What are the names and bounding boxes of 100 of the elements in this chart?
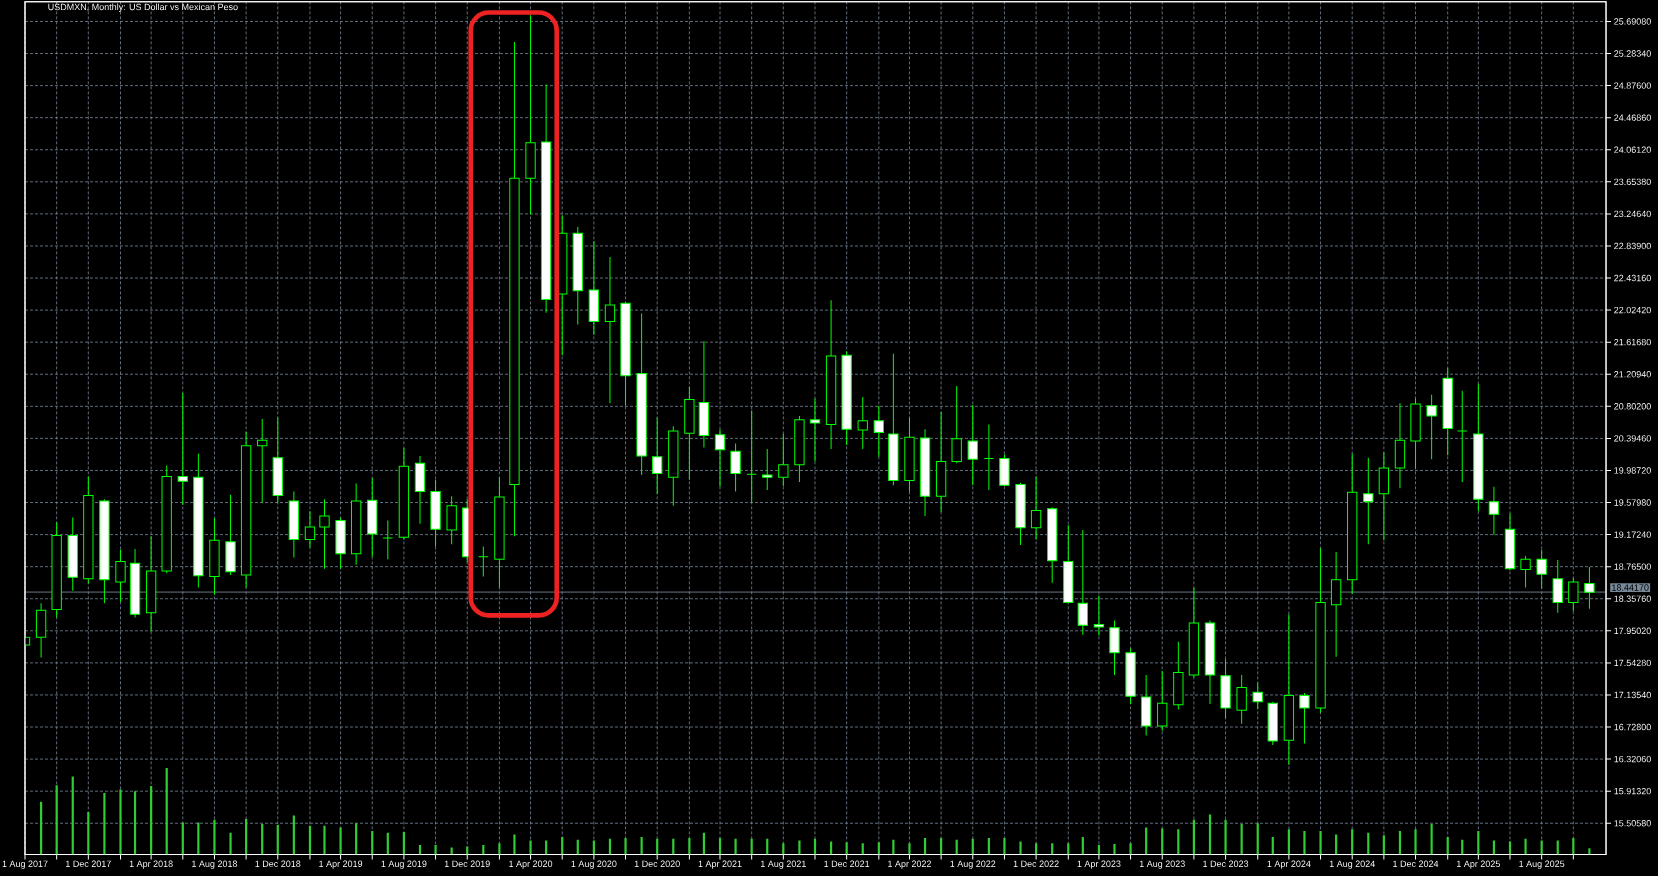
y-tick-label: 23.24640 [1614,210,1651,218]
bar [798,840,801,855]
y-tick-label: 17.54280 [1614,659,1651,667]
x-tick-label: 1 Aug 2021 [761,860,806,869]
x-tick-label: 1 Dec 2019 [444,860,490,867]
y-tick-label: 24.46860 [1614,114,1651,121]
bar [1287,829,1290,855]
x-tick-label: 1 Aug 2023 [1139,860,1185,869]
x-tick-label: 1 Aug 2019 [381,860,427,869]
y-tick-label: 18.35760 [1614,595,1651,602]
x-tick-label: 1 Aug 2018 [192,860,238,869]
candlestick [1252,682,1263,710]
candlestick [257,418,268,504]
candlestick [1426,394,1437,460]
candlestick [714,428,726,488]
x-tick-label: 1 Dec 2017 [66,860,111,867]
candlestick [1488,486,1500,536]
bar [119,789,122,855]
bar [323,825,326,855]
candlestick [177,392,188,506]
y-tick-label: 18.76500 [1614,563,1651,570]
bar [513,834,516,855]
bar [1588,848,1591,855]
bar [402,831,405,855]
bar [1477,831,1480,855]
x-tick-label: 1 Apr 2021 [698,860,742,869]
y-tick-label: 22.43160 [1614,274,1651,282]
bar [1019,841,1022,855]
candlestick [809,398,821,463]
candlestick [778,433,789,487]
y-tick-label: 17.13540 [1614,691,1651,699]
x-tick-label: 1 Aug 2024 [1329,860,1375,869]
candlestick [1584,566,1595,610]
y-tick-label: 22.83900 [1614,242,1651,250]
bar [1161,828,1164,855]
bar [1240,824,1243,855]
candlestick [873,405,885,458]
bar [39,801,43,855]
y-tick-label: 25.28340 [1614,50,1651,57]
bar [450,847,453,855]
x-tick-label: 1 Aug 2022 [950,860,996,869]
candlestick [1457,390,1468,483]
candlestick [1093,594,1105,637]
x-tick-label: 1 Dec 2018 [255,860,301,867]
bar [1319,831,1322,855]
x-tick-label: 1 Apr 2024 [1267,860,1311,869]
bar [1224,819,1227,855]
bar [529,840,532,855]
bar [355,823,358,855]
candlestick [1568,577,1579,612]
bar [1113,844,1116,855]
candlestick [857,396,868,450]
y-tick-label: 24.06120 [1614,146,1651,153]
chart-title: USDMXN, Monthly: US Dollar vs Mexican Peso [48,3,238,12]
y-tick-label: 19.98720 [1614,467,1651,474]
bar [1398,831,1402,855]
x-tick-label: 1 Aug 2025 [1519,860,1565,869]
bar [1129,843,1132,855]
y-tick-label: 24.87600 [1614,82,1651,89]
bar [624,837,627,855]
x-tick-label: 1 Apr 2020 [509,860,553,869]
candlestick [1077,529,1088,636]
bar [339,827,342,855]
bar [371,831,374,855]
y-tick-label: 20.80200 [1614,403,1651,410]
candlestick [951,385,962,464]
bar [498,843,501,855]
x-tick-label: 1 Aug 2020 [571,860,617,869]
x-tick-label: 1 Apr 2025 [1457,860,1500,869]
x-tick-label: 1 Apr 2022 [888,860,932,869]
y-tick-label: 15.91320 [1614,787,1651,795]
y-tick-label: 17.95020 [1614,627,1651,635]
bar [829,841,833,855]
bar [1524,838,1527,855]
candlestick [319,498,330,570]
bar [1303,831,1306,855]
bar [165,767,168,855]
candlestick [1299,692,1310,744]
bar [181,822,184,855]
candlestick [1030,476,1042,541]
bar [213,819,216,855]
ref-line-label: 18.44170 [1612,584,1649,591]
x-tick-label: 1 Dec 2023 [1203,860,1249,867]
candlestick [478,546,489,578]
bar [734,838,737,855]
bar [292,815,295,855]
x-tick-label: 1 Dec 2020 [634,860,680,867]
x-tick-label: 1 Dec 2022 [1013,860,1059,867]
y-tick-label: 21.61680 [1614,338,1651,346]
y-tick-label: 19.57980 [1614,499,1651,506]
y-tick-label: 25.69080 [1614,18,1651,25]
candlestick [1236,674,1247,725]
x-tick-label: 1 Apr 2019 [319,860,363,869]
x-tick-label: 1 Apr 2023 [1077,860,1121,869]
y-tick-label: 22.02420 [1614,306,1651,314]
bar [87,812,90,855]
bar [103,792,106,855]
candlestick [304,510,316,548]
bar [434,844,437,855]
candlestick [1157,670,1168,732]
